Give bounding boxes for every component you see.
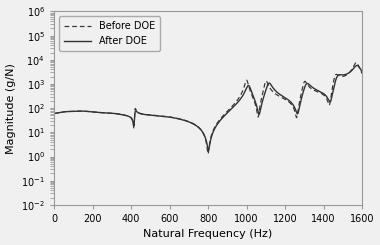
- Line: Before DOE: Before DOE: [54, 62, 362, 154]
- Legend: Before DOE, After DOE: Before DOE, After DOE: [59, 16, 160, 51]
- Before DOE: [238, 94, 243, 97]
- Before DOE: [206, 153, 211, 156]
- After DOE: [52, 112, 56, 115]
- X-axis label: Natural Frequency (Hz): Natural Frequency (Hz): [144, 230, 273, 239]
- Before DOE: [250, 94, 254, 97]
- Before DOE: [340, 75, 345, 78]
- After DOE: [355, 64, 359, 67]
- Line: After DOE: After DOE: [54, 65, 362, 150]
- After DOE: [250, 91, 254, 94]
- Before DOE: [198, 127, 202, 130]
- After DOE: [238, 98, 243, 100]
- After DOE: [198, 127, 202, 130]
- After DOE: [340, 74, 345, 76]
- After DOE: [272, 88, 277, 91]
- After DOE: [206, 149, 211, 152]
- Y-axis label: Magnitude (g/N): Magnitude (g/N): [6, 63, 16, 154]
- After DOE: [360, 70, 364, 73]
- Before DOE: [52, 112, 56, 115]
- After DOE: [128, 116, 133, 119]
- Before DOE: [272, 92, 277, 95]
- Before DOE: [360, 72, 364, 75]
- Before DOE: [354, 61, 359, 64]
- Before DOE: [128, 116, 133, 119]
